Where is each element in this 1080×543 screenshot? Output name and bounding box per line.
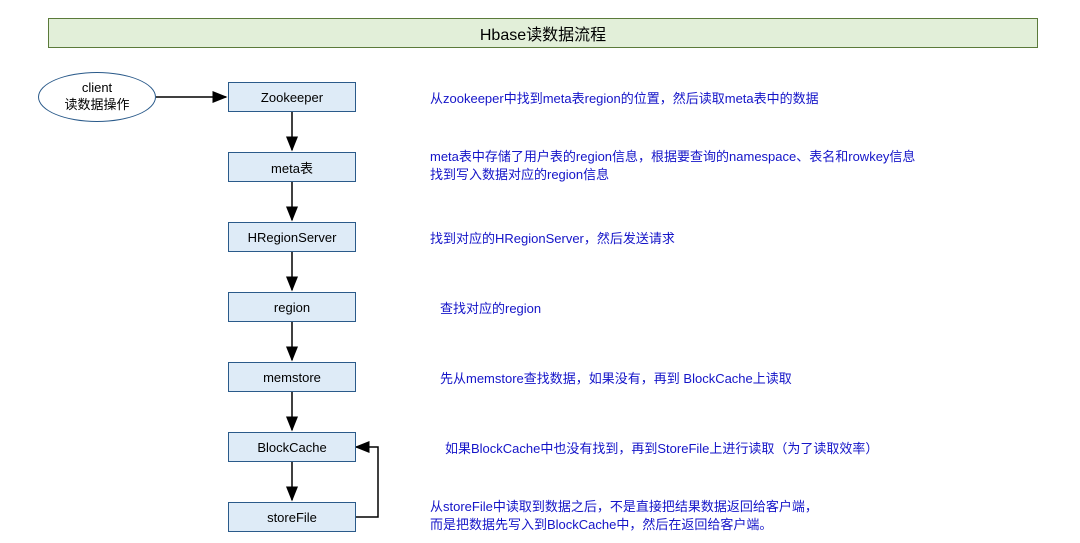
client-line1: client — [82, 80, 112, 97]
desc-storefile: 从storeFile中读取到数据之后，不是直接把结果数据返回给客户端， 而是把数… — [430, 498, 1050, 534]
desc-zookeeper: 从zookeeper中找到meta表region的位置，然后读取meta表中的数… — [430, 90, 1050, 108]
desc-blockcache: 如果BlockCache中也没有找到，再到StoreFile上进行读取（为了读取… — [445, 440, 1065, 458]
node-zookeeper: Zookeeper — [228, 82, 356, 112]
node-region-label: region — [274, 300, 310, 315]
client-line2: 读数据操作 — [64, 97, 129, 114]
node-memstore: memstore — [228, 362, 356, 392]
title-text: Hbase读数据流程 — [480, 21, 606, 45]
node-blockcache-label: BlockCache — [257, 440, 326, 455]
desc-meta: meta表中存储了用户表的region信息，根据要查询的namespace、表名… — [430, 148, 1050, 184]
node-storefile-label: storeFile — [267, 510, 317, 525]
client-ellipse: client 读数据操作 — [38, 72, 156, 122]
node-storefile: storeFile — [228, 502, 356, 532]
node-hregionserver: HRegionServer — [228, 222, 356, 252]
desc-memstore: 先从memstore查找数据，如果没有，再到 BlockCache上读取 — [440, 370, 1060, 388]
node-blockcache: BlockCache — [228, 432, 356, 462]
node-meta: meta表 — [228, 152, 356, 182]
node-memstore-label: memstore — [263, 370, 321, 385]
node-meta-label: meta表 — [271, 158, 313, 177]
arrows-layer — [0, 0, 1080, 543]
title-bar: Hbase读数据流程 — [48, 18, 1038, 48]
node-hregionserver-label: HRegionServer — [248, 230, 337, 245]
desc-hregionserver: 找到对应的HRegionServer，然后发送请求 — [430, 230, 1050, 248]
desc-region: 查找对应的region — [440, 300, 1060, 318]
node-region: region — [228, 292, 356, 322]
node-zookeeper-label: Zookeeper — [261, 90, 323, 105]
